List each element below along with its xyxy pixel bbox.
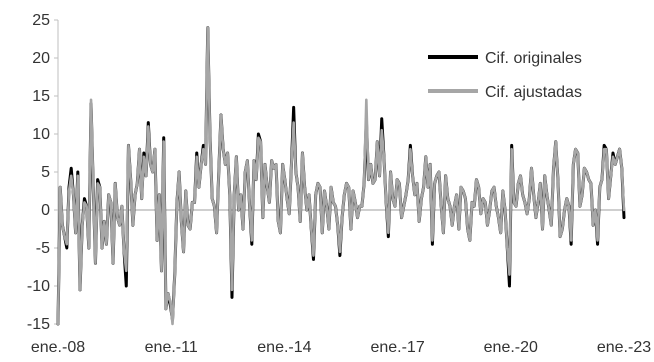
- series-line-ajustadas: [56, 26, 626, 326]
- y-tick-label: -15: [27, 316, 50, 333]
- x-tick-label: ene.-20: [484, 339, 538, 356]
- y-tick-label: 20: [32, 50, 50, 67]
- y-axis: -15 -10 -5 0 5 10 15 20 25: [27, 12, 59, 333]
- y-tick-label: 15: [32, 88, 50, 105]
- x-tick-label: ene.-23: [597, 339, 651, 356]
- legend-label: Cif. originales: [485, 50, 582, 67]
- y-tick-label: 5: [41, 164, 50, 181]
- legend-label: Cif. ajustadas: [485, 84, 582, 101]
- y-tick-label: 10: [32, 126, 50, 143]
- x-axis: ene.-08 ene.-11 ene.-14 ene.-17 ene.-20 ene.-…: [31, 209, 651, 356]
- x-tick-label: ene.-17: [370, 339, 424, 356]
- x-tick-label: ene.-11: [145, 339, 198, 356]
- y-tick-label: 25: [32, 12, 50, 29]
- x-tick-label: ene.-14: [257, 339, 311, 356]
- x-tick-label: ene.-08: [31, 339, 85, 356]
- legend: Cif. originales Cif. ajustadas: [428, 50, 582, 101]
- y-tick-label: -5: [36, 240, 50, 257]
- y-tick-label: 0: [41, 202, 50, 219]
- series-layer: [56, 26, 626, 326]
- y-tick-label: -10: [27, 278, 50, 295]
